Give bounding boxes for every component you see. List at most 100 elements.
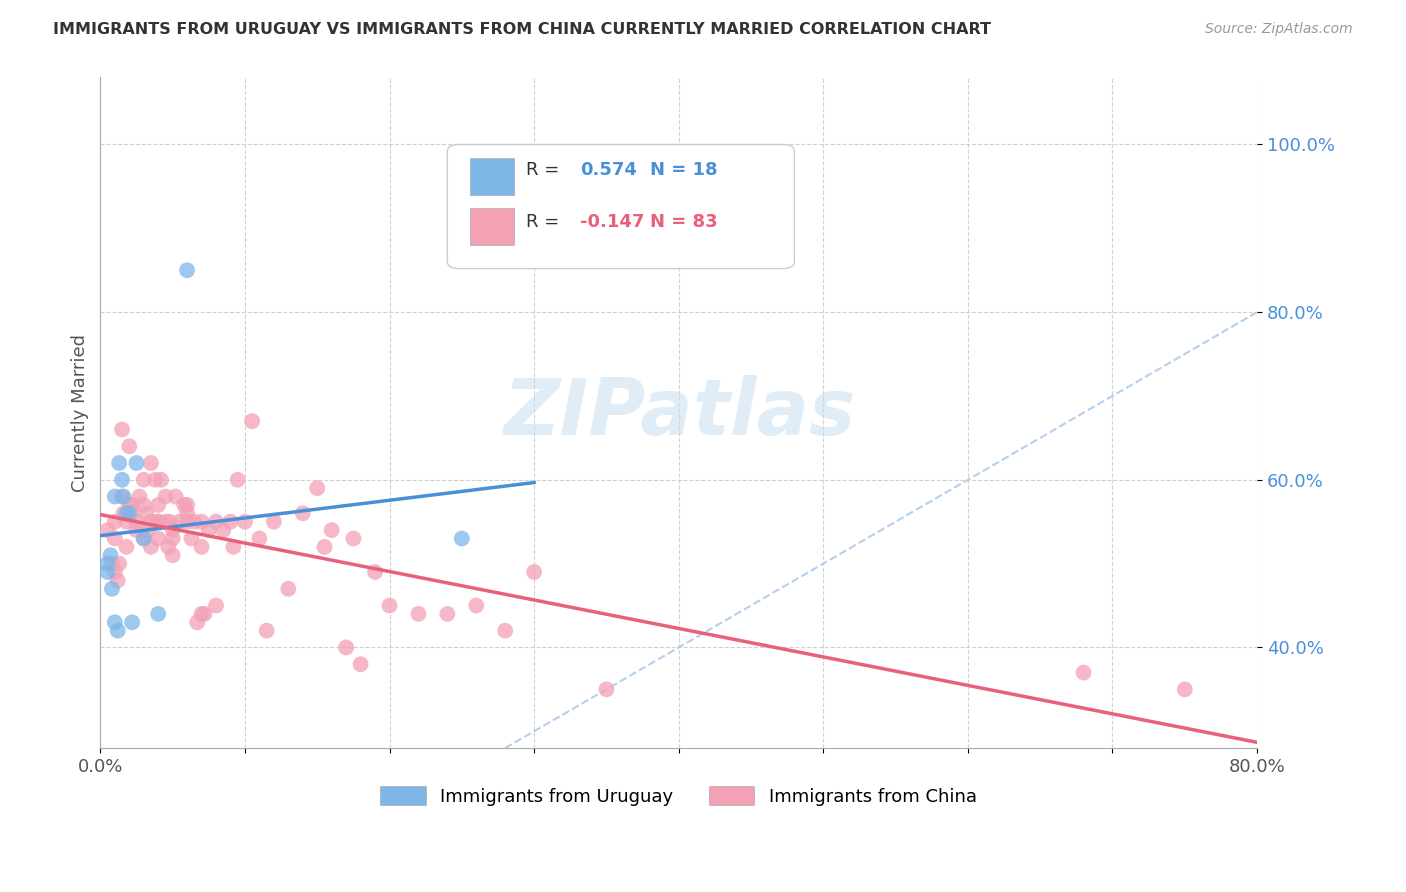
- Point: [176, 498, 198, 512]
- Point: [193, 607, 215, 621]
- Point: [118, 506, 141, 520]
- Legend: Immigrants from Uruguay, Immigrants from China: Immigrants from Uruguay, Immigrants from…: [373, 779, 984, 813]
- Point: [450, 532, 472, 546]
- Point: [197, 523, 219, 537]
- Point: [104, 615, 127, 630]
- Point: [205, 599, 228, 613]
- Point: [104, 565, 127, 579]
- Point: [321, 523, 343, 537]
- Point: [190, 540, 212, 554]
- Point: [523, 565, 546, 579]
- Point: [162, 523, 184, 537]
- Point: [104, 515, 127, 529]
- Point: [139, 515, 162, 529]
- Point: [150, 473, 173, 487]
- Point: [148, 515, 170, 529]
- Point: [125, 515, 148, 529]
- Point: [1073, 665, 1095, 680]
- Point: [176, 263, 198, 277]
- Text: IMMIGRANTS FROM URUGUAY VS IMMIGRANTS FROM CHINA CURRENTLY MARRIED CORRELATION C: IMMIGRANTS FROM URUGUAY VS IMMIGRANTS FR…: [53, 22, 991, 37]
- Point: [162, 548, 184, 562]
- Point: [155, 490, 177, 504]
- Point: [186, 615, 208, 630]
- Point: [115, 506, 138, 520]
- Text: N = 18: N = 18: [650, 161, 717, 179]
- Point: [436, 607, 458, 621]
- Point: [157, 540, 180, 554]
- Point: [219, 515, 242, 529]
- Point: [111, 473, 134, 487]
- Point: [108, 557, 131, 571]
- Point: [112, 490, 135, 504]
- Point: [226, 473, 249, 487]
- Point: [176, 515, 198, 529]
- Text: R =: R =: [526, 161, 565, 179]
- Text: R =: R =: [526, 212, 565, 231]
- Point: [148, 498, 170, 512]
- Point: [136, 523, 159, 537]
- Text: N = 83: N = 83: [650, 212, 717, 231]
- Point: [408, 607, 430, 621]
- Point: [107, 574, 129, 588]
- Point: [139, 456, 162, 470]
- Point: [155, 515, 177, 529]
- Point: [291, 506, 314, 520]
- Point: [111, 490, 134, 504]
- Text: Source: ZipAtlas.com: Source: ZipAtlas.com: [1205, 22, 1353, 37]
- Point: [169, 515, 191, 529]
- Text: ZIPatlas: ZIPatlas: [502, 375, 855, 450]
- Point: [190, 515, 212, 529]
- Point: [118, 498, 141, 512]
- Point: [1174, 682, 1197, 697]
- Text: -0.147: -0.147: [581, 212, 645, 231]
- Point: [139, 540, 162, 554]
- Point: [159, 515, 181, 529]
- Point: [101, 582, 124, 596]
- Point: [173, 498, 195, 512]
- Point: [132, 532, 155, 546]
- Point: [263, 515, 285, 529]
- Y-axis label: Currently Married: Currently Married: [72, 334, 89, 491]
- Point: [180, 532, 202, 546]
- Point: [247, 532, 270, 546]
- Point: [190, 607, 212, 621]
- Point: [97, 557, 120, 571]
- Point: [101, 557, 124, 571]
- Point: [233, 515, 256, 529]
- Point: [148, 607, 170, 621]
- Point: [307, 481, 329, 495]
- Point: [595, 682, 617, 697]
- Point: [125, 523, 148, 537]
- Point: [256, 624, 278, 638]
- Point: [212, 523, 235, 537]
- Point: [121, 498, 143, 512]
- Point: [132, 473, 155, 487]
- Point: [162, 532, 184, 546]
- Point: [115, 540, 138, 554]
- FancyBboxPatch shape: [447, 145, 794, 268]
- Point: [132, 498, 155, 512]
- Point: [364, 565, 387, 579]
- Point: [128, 490, 150, 504]
- Point: [205, 515, 228, 529]
- Point: [108, 456, 131, 470]
- Point: [104, 490, 127, 504]
- Point: [277, 582, 299, 596]
- Point: [107, 624, 129, 638]
- Point: [132, 532, 155, 546]
- Point: [335, 640, 357, 655]
- Point: [100, 548, 122, 562]
- FancyBboxPatch shape: [471, 208, 515, 245]
- Point: [240, 414, 263, 428]
- Point: [118, 439, 141, 453]
- Point: [342, 532, 364, 546]
- Point: [494, 624, 516, 638]
- Point: [148, 532, 170, 546]
- Point: [112, 506, 135, 520]
- Point: [222, 540, 245, 554]
- Point: [135, 506, 157, 520]
- Point: [465, 599, 488, 613]
- Point: [143, 473, 166, 487]
- Text: 0.574: 0.574: [581, 161, 637, 179]
- Point: [97, 565, 120, 579]
